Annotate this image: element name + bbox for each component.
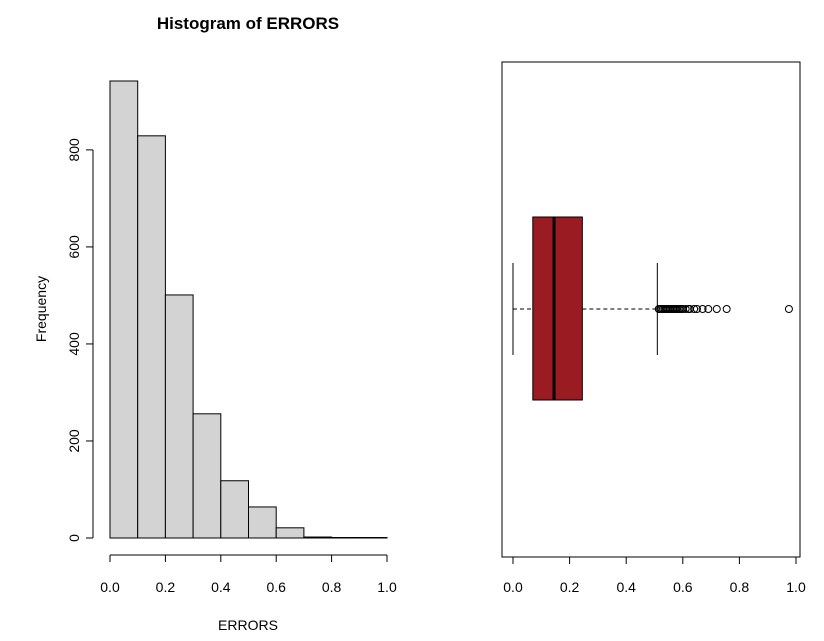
boxplot-outlier-27: [784, 305, 793, 313]
boxplot-panel: 0.0 0.2 0.4 0.6 0.8 1.0: [501, 61, 806, 595]
histogram-bar-1: [137, 135, 166, 539]
histogram-x-tick-label-5: 1.0: [377, 579, 397, 595]
histogram-panel: Histogram of ERRORS ERRORS Frequency 0.0…: [33, 14, 397, 633]
histogram-y-axis: 0 200 400 600 800: [66, 138, 94, 542]
histogram-bar-2: [164, 294, 194, 539]
histogram-y-tick-label-3: 600: [66, 235, 82, 259]
boxplot-outlier-18: [681, 305, 690, 313]
histogram-title: Histogram of ERRORS: [157, 14, 339, 33]
boxplot-x-tick-label-2: 0.4: [616, 579, 636, 595]
boxplot-x-axis: 0.0 0.2 0.4 0.6 0.8 1.0: [503, 556, 806, 595]
boxplot-x-tick-label-4: 0.8: [730, 579, 750, 595]
boxplot-outlier-26: [722, 305, 731, 313]
histogram-y-tick-label-2: 400: [66, 332, 82, 356]
boxplot-marks: [512, 216, 793, 401]
histogram-y-tick-label-0: 0: [66, 534, 82, 542]
boxplot-x-tick-label-1: 0.2: [560, 579, 580, 595]
boxplot-outlier-23: [698, 305, 707, 313]
boxplot-x-tick-label-5: 1.0: [786, 579, 806, 595]
boxplot-outlier-25: [712, 305, 721, 313]
boxplot-x-tick-label-0: 0.0: [503, 579, 523, 595]
boxplot-outlier-24: [704, 305, 713, 313]
histogram-bar-0: [109, 80, 139, 539]
boxplot-x-tick-label-3: 0.6: [673, 579, 693, 595]
histogram-bar-4: [220, 480, 250, 539]
histogram-x-axis: 0.0 0.2 0.4 0.6 0.8 1.0: [100, 554, 397, 595]
histogram-x-tick-label-1: 0.2: [156, 579, 176, 595]
histogram-bars: [109, 80, 388, 539]
histogram-x-tick-label-0: 0.0: [100, 579, 120, 595]
histogram-x-axis-label: ERRORS: [218, 617, 278, 633]
histogram-y-axis-label: Frequency: [33, 276, 49, 342]
boxplot-outlier-21: [690, 305, 699, 313]
boxplot-box: [532, 216, 583, 401]
histogram-x-tick-label-3: 0.6: [266, 579, 286, 595]
histogram-x-tick-label-2: 0.4: [211, 579, 231, 595]
boxplot-outlier-22: [692, 305, 701, 313]
histogram-y-tick-label-1: 200: [66, 429, 82, 453]
histogram-x-tick-label-4: 0.8: [322, 579, 342, 595]
histogram-bar-5: [248, 506, 277, 539]
histogram-bar-6: [275, 527, 305, 539]
histogram-y-tick-label-4: 800: [66, 138, 82, 162]
histogram-bar-3: [192, 413, 222, 539]
histogram-bar-7: [303, 536, 333, 539]
